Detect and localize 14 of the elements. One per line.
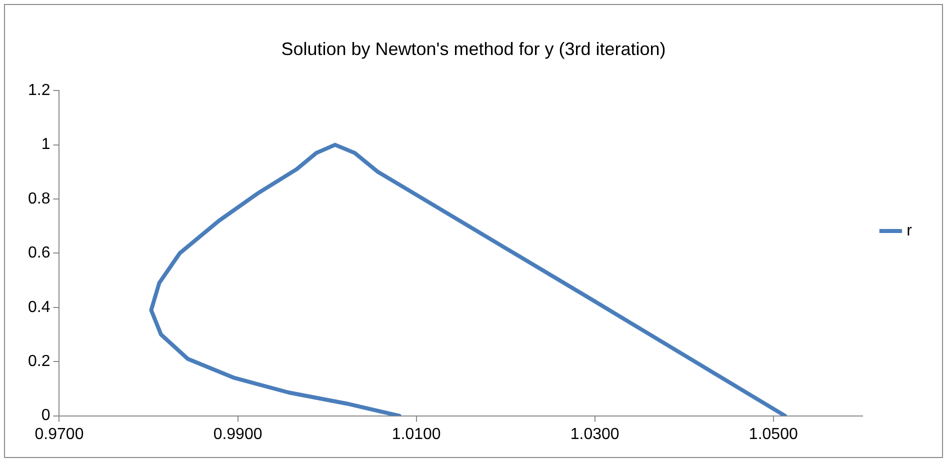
y-tick-label: 0: [41, 407, 50, 424]
y-tick-label: 1: [41, 136, 50, 154]
chart-title: Solution by Newton's method for y (3rd iteration): [281, 38, 666, 59]
x-tick-label: 0.9700: [34, 426, 84, 443]
x-tick-label: 1.0100: [392, 426, 441, 443]
x-tick-label: 1.0300: [570, 426, 620, 443]
y-tick-label: 0.8: [28, 190, 50, 208]
y-tick-label: 0.4: [28, 298, 50, 316]
y-tick-label: 0.2: [28, 353, 50, 370]
legend-label: r: [906, 222, 913, 240]
y-tick-label: 0.6: [28, 244, 50, 262]
y-tick-label: 1.2: [28, 82, 50, 100]
x-tick-label: 1.0500: [748, 426, 798, 443]
x-tick-label: 0.9900: [213, 426, 262, 443]
